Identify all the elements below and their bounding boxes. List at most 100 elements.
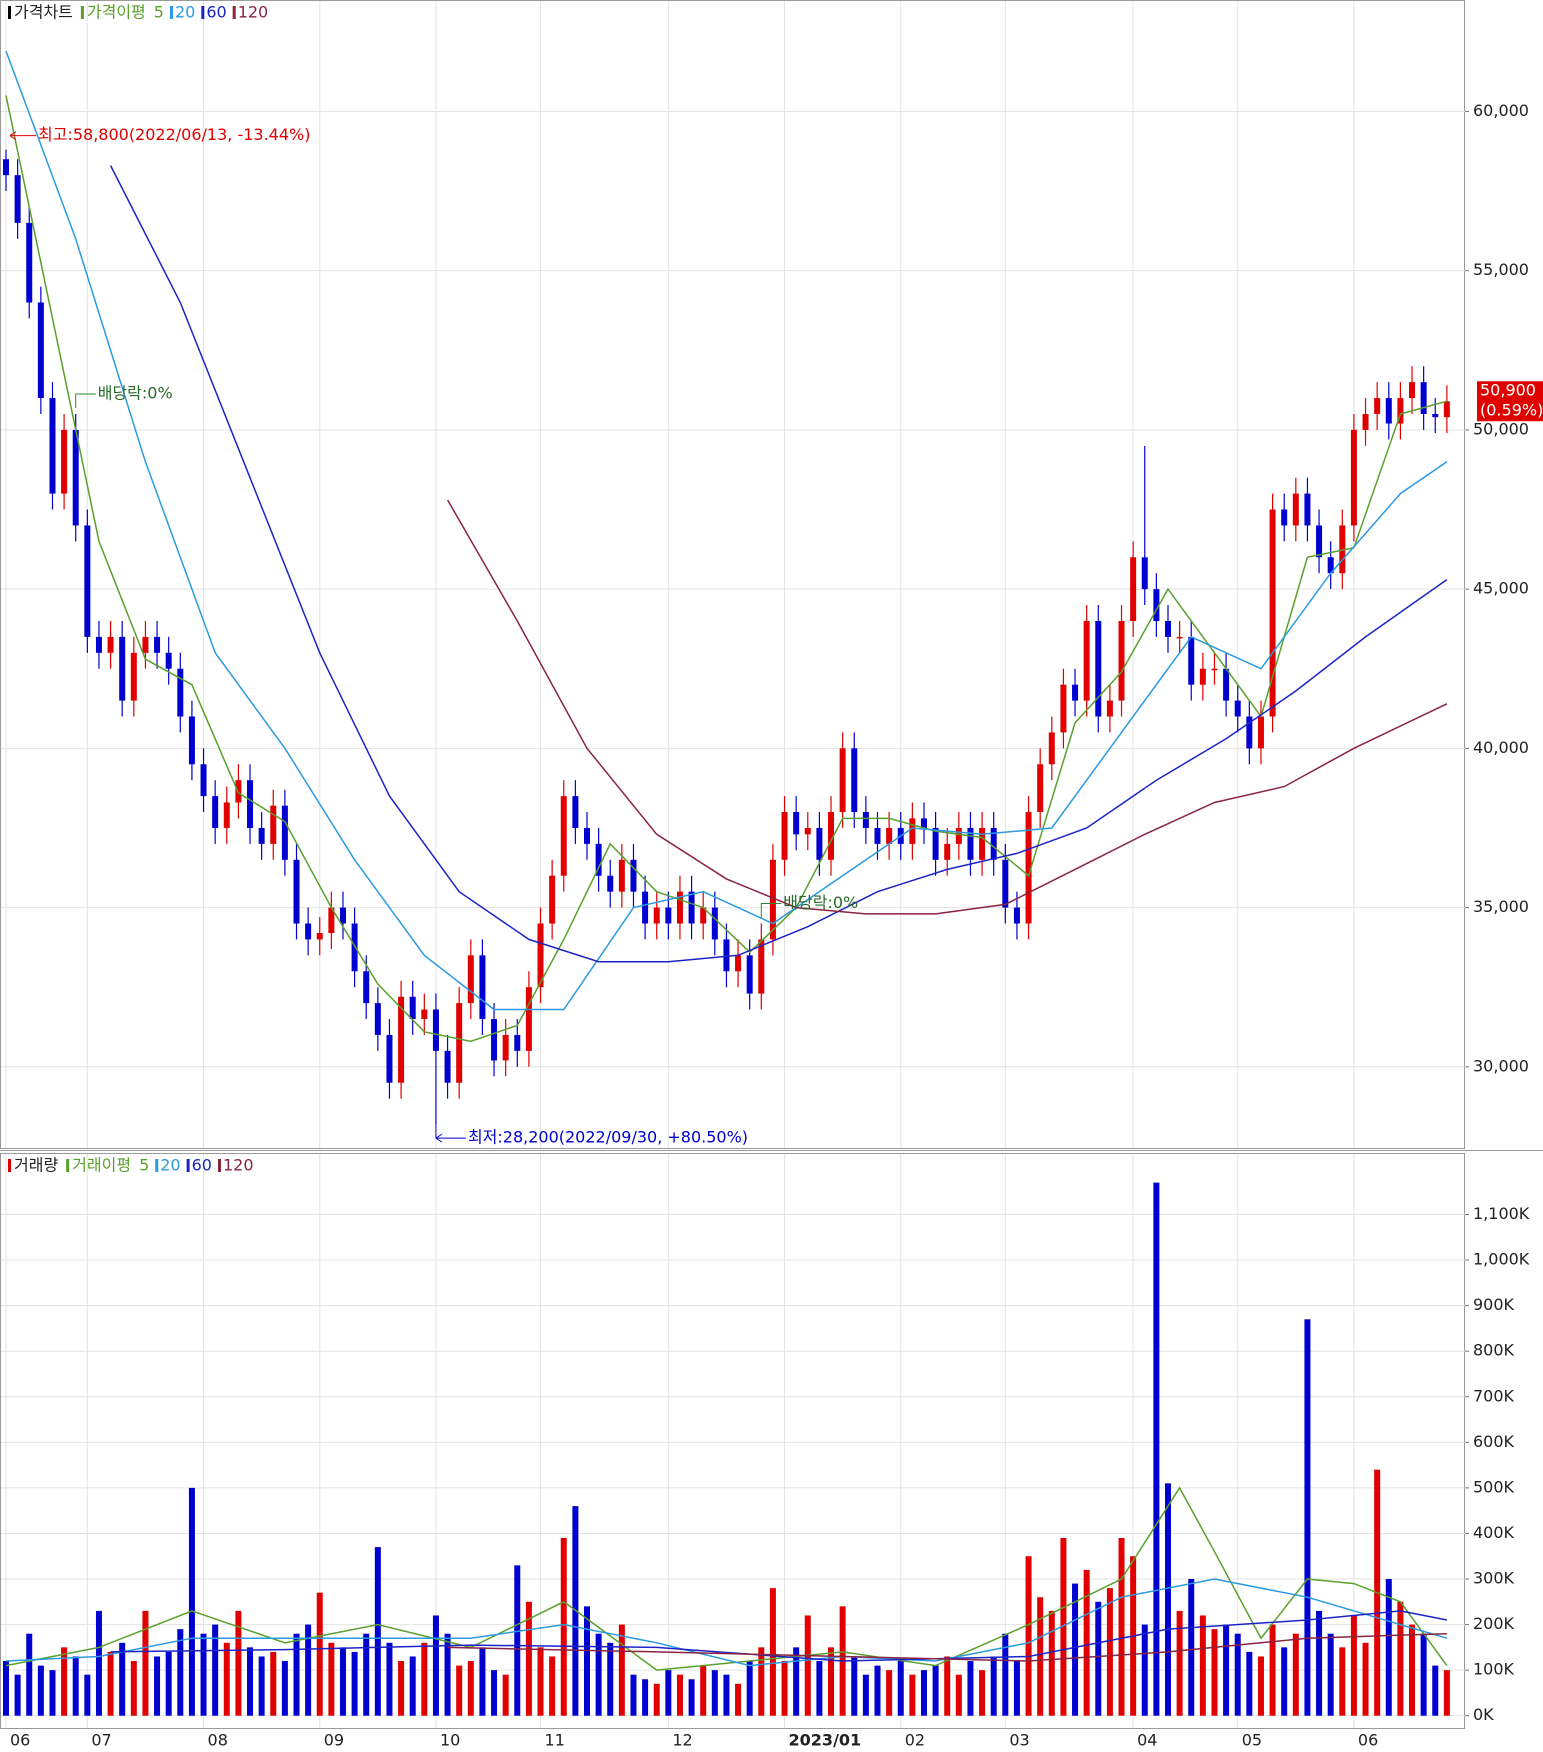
- candle-body: [1176, 636, 1183, 639]
- candle-body: [595, 843, 602, 876]
- volume-bar: [421, 1642, 428, 1716]
- volume-bar: [363, 1633, 370, 1716]
- candle-body: [525, 987, 532, 1051]
- volume-bar: [72, 1656, 79, 1716]
- volume-bar: [1176, 1610, 1183, 1716]
- volume-bar: [1269, 1624, 1276, 1716]
- candle-body: [479, 955, 486, 1020]
- candle-body: [990, 827, 997, 860]
- candle-body: [49, 398, 56, 494]
- volume-bar: [793, 1647, 800, 1716]
- candle-body: [688, 891, 695, 924]
- candle-body: [793, 812, 800, 835]
- candle-body: [363, 971, 370, 1004]
- candle-body: [1130, 557, 1137, 621]
- volume-bar: [223, 1642, 230, 1716]
- volume-bar: [491, 1670, 498, 1716]
- candle-body: [874, 827, 881, 844]
- candle-body: [1246, 716, 1253, 749]
- candle-body: [14, 175, 21, 223]
- candle-body: [328, 907, 335, 934]
- x-tick-label: 06: [1358, 1731, 1378, 1750]
- volume-bar: [1246, 1651, 1253, 1716]
- volume-bar: [328, 1642, 335, 1716]
- x-tick-label: 12: [672, 1731, 692, 1750]
- volume-bar: [735, 1683, 742, 1716]
- candle-body: [758, 939, 765, 994]
- volume-bar: [886, 1670, 893, 1716]
- y-tick-label: 800K: [1473, 1341, 1515, 1360]
- volume-bar: [154, 1656, 161, 1716]
- candle-body: [572, 796, 579, 828]
- volume-bar: [212, 1624, 219, 1716]
- candle-body: [305, 923, 312, 940]
- volume-bar: [828, 1647, 835, 1716]
- candle-body: [223, 802, 230, 828]
- candle-body: [955, 827, 962, 844]
- y-tick-label: 40,000: [1473, 738, 1529, 757]
- legend-swatch: [232, 6, 236, 19]
- ma-line: [446, 499, 1448, 915]
- volume-bar: [386, 1642, 393, 1716]
- legend-entry: 20: [160, 1156, 180, 1175]
- x-tick-label: 2023/01: [789, 1731, 862, 1750]
- candle-body: [944, 843, 951, 860]
- dividend-label: 배당락:0%: [783, 893, 858, 912]
- candle-body: [142, 636, 149, 653]
- candle-body: [769, 859, 776, 940]
- legend-entry: 20: [175, 3, 195, 22]
- candle-body: [247, 780, 254, 828]
- volume-bar: [119, 1642, 126, 1716]
- y-tick-label: 300K: [1473, 1569, 1515, 1588]
- ma-line: [5, 95, 1448, 1043]
- candle-body: [316, 933, 323, 940]
- volume-bar: [467, 1661, 474, 1716]
- candle-body: [491, 1019, 498, 1061]
- volume-bar: [1327, 1633, 1334, 1716]
- candle-body: [1420, 382, 1427, 414]
- volume-bar: [1223, 1624, 1230, 1716]
- legend-label: 가격이평: [87, 3, 146, 22]
- volume-bar: [990, 1656, 997, 1716]
- candle-body: [1316, 525, 1323, 558]
- candle-body: [711, 907, 718, 940]
- candle-body: [1037, 764, 1044, 813]
- legend-label: 거래이평: [72, 1156, 131, 1175]
- volume-bar: [316, 1592, 323, 1716]
- volume-bar: [746, 1661, 753, 1716]
- candle-body: [165, 652, 172, 669]
- x-tick-label: 02: [905, 1731, 925, 1750]
- candle-body: [421, 1009, 428, 1020]
- annotation-arrow: [435, 1124, 466, 1143]
- volume-bar: [49, 1670, 56, 1716]
- candle-body: [200, 764, 207, 797]
- volume-bar: [1443, 1670, 1450, 1716]
- legend-entry: 60: [206, 3, 226, 22]
- volume-bar: [1397, 1601, 1404, 1716]
- candle-body: [3, 159, 9, 176]
- volume-bar: [1013, 1661, 1020, 1716]
- dividend-label: 배당락:0%: [98, 383, 173, 402]
- candle-body: [1211, 668, 1218, 671]
- volume-bar: [676, 1674, 683, 1716]
- legend-swatch: [201, 6, 205, 19]
- candle-body: [444, 1050, 451, 1083]
- candle-body: [1002, 859, 1009, 908]
- legend-swatch: [155, 1159, 159, 1172]
- candle-body: [816, 827, 823, 860]
- volume-bar: [1409, 1624, 1416, 1716]
- candle-body: [1362, 413, 1369, 430]
- x-tick-label: 10: [440, 1731, 460, 1750]
- volume-bar: [1095, 1601, 1102, 1716]
- volume-bar: [781, 1661, 788, 1716]
- volume-bar: [816, 1661, 823, 1716]
- x-tick-label: 07: [91, 1731, 111, 1750]
- legend-label: 거래량: [14, 1156, 58, 1175]
- volume-bar: [1037, 1597, 1044, 1716]
- candle-body: [339, 907, 346, 924]
- volume-bar: [61, 1647, 68, 1716]
- candle-body: [1013, 907, 1020, 924]
- candle-body: [107, 636, 114, 653]
- candle-body: [514, 1034, 521, 1051]
- volume-bar: [398, 1661, 405, 1716]
